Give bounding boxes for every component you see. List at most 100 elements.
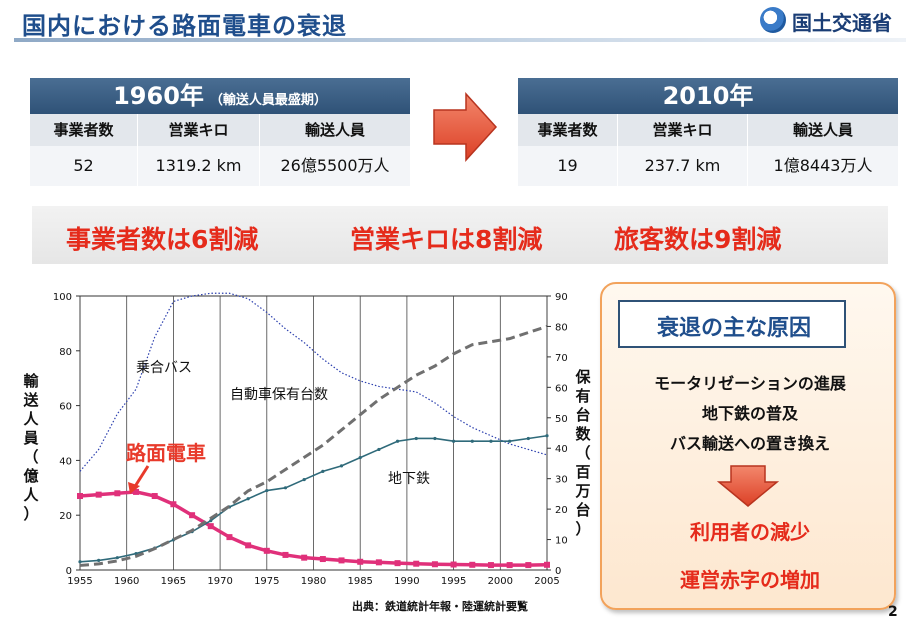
y-axis-right-label-char: 有: [575, 387, 591, 405]
table-cell: 237.7 km: [618, 146, 748, 186]
x-tick-label: 1960: [114, 576, 139, 587]
y-axis-right-label-char: 台: [575, 406, 591, 424]
y-axis-left-label-char: ）: [23, 505, 39, 523]
series-point: [302, 477, 306, 482]
annotation-bus: 乗合バス: [136, 360, 192, 376]
reduction-operators: 事業者数は6割減: [66, 225, 259, 254]
table-2010-columns: 事業者数 営業キロ 輸送人員: [518, 114, 898, 146]
y-right-tick-label: 30: [555, 475, 568, 486]
y-right-tick-label: 90: [555, 292, 568, 303]
y-axis-left-label-char: 送: [23, 391, 39, 409]
y-left-tick-label: 0: [66, 566, 72, 577]
y-axis-left-label-char: 人: [23, 486, 39, 504]
y-axis-left-label-char: 人: [23, 410, 39, 428]
y-axis-right-label: 保有台数（百万台）: [574, 368, 592, 539]
series-point: [245, 542, 252, 549]
table-cell: 1億8443万人: [773, 156, 873, 175]
series-point: [133, 488, 140, 495]
y-right-tick-label: 20: [555, 505, 568, 516]
table-1960-subtitle: （輸送人員最盛期）: [209, 93, 327, 108]
series-point: [395, 439, 400, 443]
series-point: [283, 486, 288, 490]
table-2010-year: 2010年: [662, 82, 754, 110]
series-point: [470, 439, 474, 443]
series-point: [265, 488, 269, 493]
series-point: [506, 562, 513, 569]
page-title: 国内における路面電車の衰退: [22, 12, 347, 40]
y-axis-left-label: 輸送人員（億人）: [22, 372, 40, 524]
series-line: [79, 325, 548, 567]
series-line: [79, 490, 548, 567]
series-point: [375, 559, 382, 566]
y-left-tick-label: 60: [59, 402, 72, 413]
series-point: [97, 558, 101, 563]
down-arrow-icon: [717, 465, 779, 507]
series-point: [508, 439, 512, 443]
series-point: [377, 447, 381, 452]
annotation-arrowhead: [128, 482, 140, 494]
y-axis-left-label-char: 員: [23, 429, 39, 447]
series-point: [321, 469, 325, 473]
y-right-tick-label: 70: [555, 353, 568, 364]
x-tick-label: 1985: [347, 576, 372, 587]
source-note: 出典：鉄道統計年報・陸運統計要覧: [352, 600, 528, 613]
column-header: 事業者数: [30, 114, 138, 146]
series-point: [207, 523, 214, 530]
right-arrow-icon: [433, 92, 498, 162]
table-cell: 52: [30, 146, 138, 186]
annotation-tram: 路面電車: [126, 441, 206, 465]
ridership-chart: 1955 1960 1965 1970 1975 1980 1985 1990 1995 2000…: [53, 292, 568, 587]
reduction-passengers: 旅客数は9割減: [614, 225, 782, 254]
y-axis-right-label-char: 保: [575, 368, 591, 386]
series-point: [487, 562, 494, 569]
x-tick-label: 1975: [254, 576, 279, 587]
cause-item: モータリゼーションの進展: [654, 374, 846, 393]
y-axis-right-label-char: 数: [575, 425, 591, 443]
y-right-tick-label: 80: [555, 322, 568, 333]
annotation-arrow: [132, 465, 150, 489]
series-point: [226, 534, 233, 541]
series-point: [357, 558, 364, 565]
y-axis-right-label-char: ）: [575, 520, 591, 538]
chart-ticks: 1955 1960 1965 1970 1975 1980 1985 1990 1995 2000…: [53, 292, 568, 587]
column-header: 輸送人員: [304, 121, 365, 139]
column-header: 事業者数: [518, 114, 618, 146]
x-tick-label: 2005: [534, 576, 559, 587]
chart-grid: [79, 295, 548, 571]
table-1960-year: 1960年: [113, 82, 204, 110]
table-1960: 1960年 （輸送人員最盛期） 事業者数 営業キロ 輸送人員 52 1319.2 km 2…: [30, 78, 410, 186]
series-point: [263, 547, 270, 554]
series-line: [79, 434, 548, 563]
page-number: 2: [888, 604, 898, 620]
table-cell: 1319.2 km: [138, 146, 260, 186]
series-point: [413, 560, 420, 567]
x-tick-label: 1970: [207, 576, 232, 587]
series-point: [394, 560, 401, 567]
logo-text: 国土交通省: [792, 11, 892, 35]
series-point: [414, 436, 418, 441]
series-point: [431, 561, 438, 568]
series-point: [95, 491, 102, 498]
series-point: [450, 561, 457, 568]
table-2010-values: 19 237.7 km 1億8443万人: [518, 146, 898, 186]
series-point: [339, 464, 344, 468]
series-point: [170, 501, 177, 508]
y-left-tick-label: 100: [53, 292, 72, 303]
column-header: 輸送人員: [792, 121, 853, 139]
series-point: [338, 557, 345, 564]
causes-box: 衰退の主な原因 モータリゼーションの進展 地下鉄の普及 バス輸送への置き換え 利…: [600, 282, 896, 610]
y-axis-right-label-char: 台: [575, 501, 591, 519]
causes-title: 衰退の主な原因: [656, 316, 811, 341]
series-point: [452, 439, 456, 443]
table-2010-header: 2010年: [518, 78, 898, 114]
y-right-tick-label: 10: [555, 536, 568, 547]
series-point: [469, 561, 476, 568]
series-point: [189, 512, 196, 519]
reduction-km: 営業キロは8割減: [350, 225, 543, 254]
series-point: [525, 562, 532, 569]
table-cell: 19: [518, 146, 618, 186]
x-tick-label: 1965: [161, 576, 186, 587]
y-left-tick-label: 80: [59, 347, 72, 358]
series-point: [526, 436, 530, 441]
